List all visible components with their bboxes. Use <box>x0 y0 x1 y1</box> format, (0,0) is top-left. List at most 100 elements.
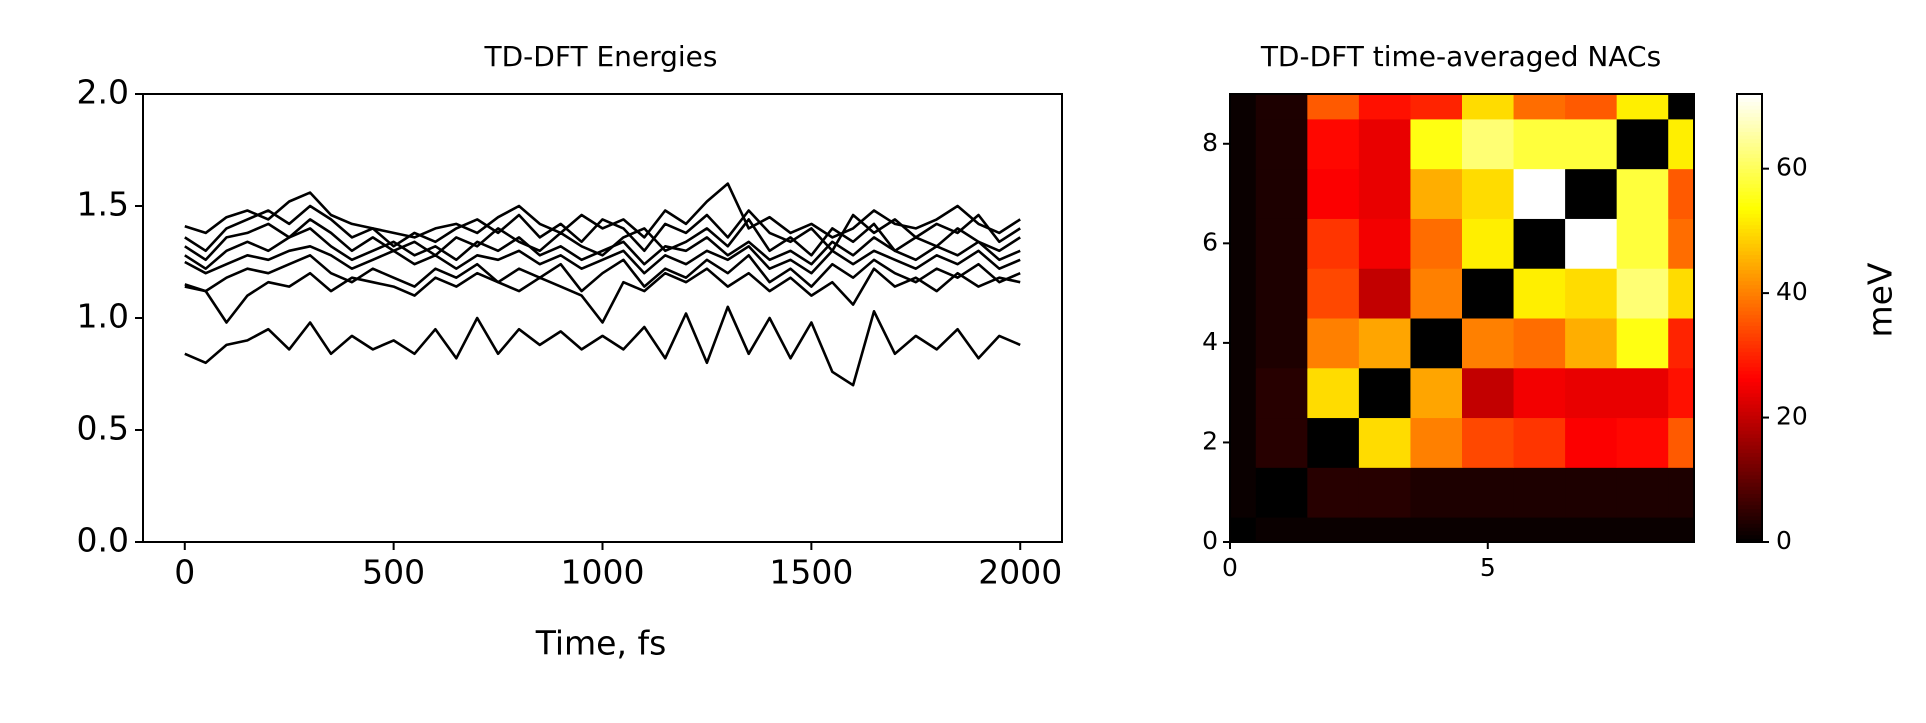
heatmap-cell <box>1565 268 1618 319</box>
heatmap-cell <box>1565 118 1618 170</box>
colorbar-segment <box>1737 504 1762 509</box>
colorbar-tick-label: 40 <box>1776 277 1808 306</box>
colorbar-tick-label: 0 <box>1776 526 1792 555</box>
colorbar-segment <box>1737 459 1762 465</box>
heatmap-cell <box>1307 417 1360 468</box>
plot-frame <box>1229 93 1695 543</box>
heatmap-cell <box>1616 417 1669 468</box>
heatmap-cell <box>1462 94 1515 120</box>
y-tick-label: 0.5 <box>77 409 129 448</box>
heatmap-cell <box>1668 218 1694 269</box>
colorbar-segment <box>1737 523 1762 528</box>
colorbar-segment <box>1737 97 1762 103</box>
heatmap-cell <box>1255 168 1308 219</box>
heatmap-cell <box>1255 118 1308 170</box>
colorbar-segment <box>1737 359 1762 364</box>
heatmap-cell <box>1616 517 1669 542</box>
heatmap-cell <box>1668 467 1694 518</box>
heatmap-cell <box>1230 268 1257 319</box>
colorbar-segment <box>1737 247 1762 252</box>
colorbar-segment <box>1737 512 1762 517</box>
colorbar-tick-label: 60 <box>1776 153 1808 182</box>
colorbar-segment <box>1737 482 1762 487</box>
heatmap-cell <box>1358 417 1411 468</box>
colorbar-segment <box>1737 403 1762 409</box>
heatmap-cell <box>1410 94 1463 120</box>
colorbar-segment <box>1737 444 1762 450</box>
colorbar-segment <box>1737 280 1762 285</box>
colorbar-segment <box>1737 392 1762 397</box>
heatmap-cell <box>1668 94 1694 120</box>
colorbar-segment <box>1737 265 1762 271</box>
colorbar-segment <box>1737 486 1762 491</box>
colorbar-segment <box>1737 153 1762 159</box>
colorbar-segment <box>1737 220 1762 226</box>
heatmap-cell <box>1513 118 1566 170</box>
heatmap-cell <box>1410 467 1463 518</box>
heatmap-cell <box>1616 268 1669 319</box>
colorbar-segment <box>1737 94 1762 99</box>
heatmap-cell <box>1462 318 1515 369</box>
heatmap-cell <box>1230 318 1257 369</box>
colorbar-segment <box>1737 105 1762 110</box>
colorbar-segment <box>1737 138 1762 144</box>
colorbar-segment <box>1737 206 1762 211</box>
colorbar-segment <box>1737 519 1762 524</box>
heatmap-cell <box>1668 517 1694 542</box>
colorbar-segment <box>1737 336 1762 341</box>
colorbar-segment <box>1737 239 1762 244</box>
heatmap-cell <box>1565 467 1618 518</box>
colorbar-segment <box>1737 112 1762 117</box>
heatmap-cell <box>1410 268 1463 319</box>
heatmap-cell <box>1513 318 1566 369</box>
colorbar-segment <box>1737 306 1762 312</box>
colorbar-segment <box>1737 269 1762 274</box>
colorbar-segment <box>1737 164 1762 170</box>
x-tick-label: 5 <box>1480 553 1496 582</box>
colorbar-segment <box>1737 295 1762 300</box>
colorbar-segment <box>1737 471 1762 476</box>
colorbar-segment <box>1737 418 1762 424</box>
heatmap-cell <box>1668 318 1694 369</box>
colorbar-segment <box>1737 314 1762 319</box>
heatmap-cell <box>1358 118 1411 170</box>
heatmap-cell <box>1307 168 1360 219</box>
heatmap-cell <box>1462 367 1515 419</box>
colorbar-segment <box>1737 433 1762 439</box>
colorbar-segment <box>1737 340 1762 345</box>
colorbar-segment <box>1737 120 1762 125</box>
energy-line <box>184 305 1021 387</box>
energy-line <box>184 182 1021 239</box>
colorbar-segment <box>1737 198 1762 203</box>
colorbar-segment <box>1737 377 1762 383</box>
y-tick-label: 0.0 <box>77 521 129 560</box>
y-tick-label: 1.0 <box>77 297 129 336</box>
colorbar-segment <box>1737 478 1762 483</box>
colorbar-segment <box>1737 452 1762 457</box>
heatmap-cell <box>1307 218 1360 269</box>
x-tick-label: 2000 <box>978 553 1062 592</box>
heatmap-cell <box>1255 517 1308 542</box>
colorbar-segment <box>1737 228 1762 233</box>
colorbar-segment <box>1737 467 1762 472</box>
colorbar-segment <box>1737 276 1762 282</box>
colorbar-segment <box>1737 400 1762 405</box>
colorbar-segment <box>1737 135 1762 140</box>
heatmap-cell <box>1513 218 1566 269</box>
heatmap-cell <box>1410 417 1463 468</box>
heatmap-cell <box>1616 367 1669 419</box>
heatmap-cell <box>1410 118 1463 170</box>
heatmap-cell <box>1565 218 1618 269</box>
heatmap-cell <box>1230 168 1257 219</box>
colorbar-segment <box>1737 310 1762 315</box>
colorbar-segment <box>1737 415 1762 420</box>
x-tick-label: 0 <box>174 553 195 592</box>
colorbar-segment <box>1737 351 1762 356</box>
energy-line <box>184 218 1021 262</box>
heatmap-cell <box>1410 517 1463 542</box>
heatmap-cell <box>1513 367 1566 419</box>
heatmap-cell <box>1230 467 1257 518</box>
colorbar-segment <box>1737 441 1762 446</box>
chart-title: TD-DFT Energies <box>484 40 718 73</box>
heatmap-cell <box>1565 94 1618 120</box>
